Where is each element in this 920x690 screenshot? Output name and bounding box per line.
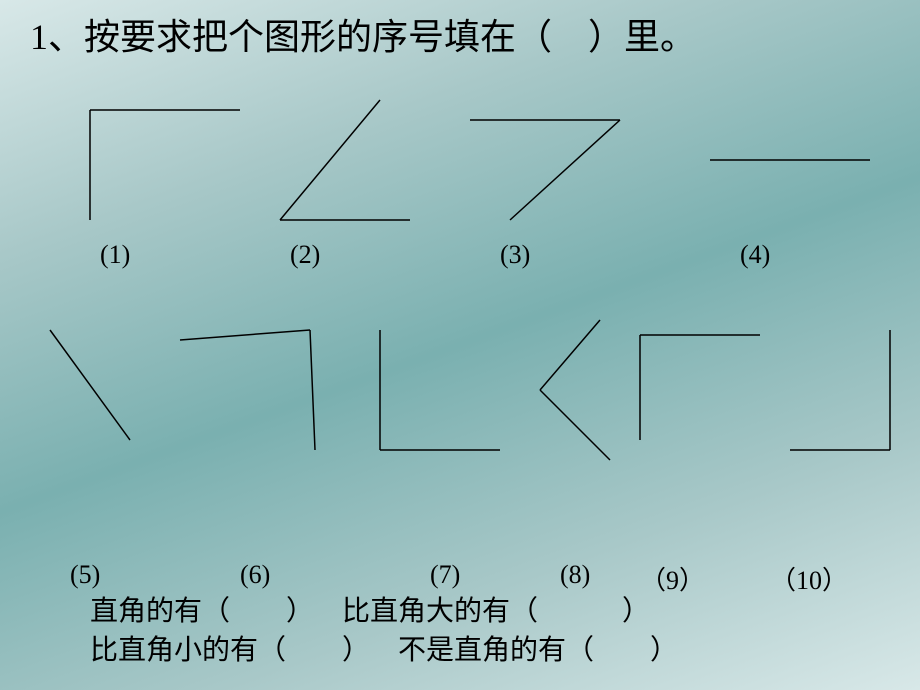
shape-1 bbox=[80, 100, 260, 240]
shape-8 bbox=[530, 310, 630, 480]
label-10: （10） bbox=[770, 560, 848, 597]
shape-4 bbox=[700, 150, 890, 180]
answer-right-angle: 直角的有（ ） bbox=[90, 596, 314, 627]
label-4: (4) bbox=[740, 240, 770, 270]
label-2: (2) bbox=[290, 240, 320, 270]
shape-5 bbox=[40, 320, 150, 460]
label-6: (6) bbox=[240, 560, 270, 590]
label-8: (8) bbox=[560, 560, 590, 590]
label-3: (3) bbox=[500, 240, 530, 270]
label-1: (1) bbox=[100, 240, 130, 270]
answer-larger-than-right: 比直角大的有（ ） bbox=[342, 596, 650, 627]
shape-3 bbox=[460, 110, 640, 240]
label-5: (5) bbox=[70, 560, 100, 590]
answer-lines: 直角的有（ ） 比直角大的有（ ） 比直角小的有（ ） 不是直角的有（ ） bbox=[90, 592, 678, 670]
answer-not-right: 不是直角的有（ ） bbox=[398, 635, 678, 666]
shapes-container: (1) (2) (3) (4) (5) (6) (7) (8) （9） （10） bbox=[0, 0, 920, 690]
shape-10 bbox=[780, 320, 910, 470]
shape-6 bbox=[170, 320, 330, 470]
answer-smaller-than-right: 比直角小的有（ ） bbox=[90, 635, 370, 666]
shape-2 bbox=[270, 90, 430, 240]
label-7: (7) bbox=[430, 560, 460, 590]
shape-7 bbox=[360, 320, 520, 470]
shape-9 bbox=[630, 320, 780, 460]
